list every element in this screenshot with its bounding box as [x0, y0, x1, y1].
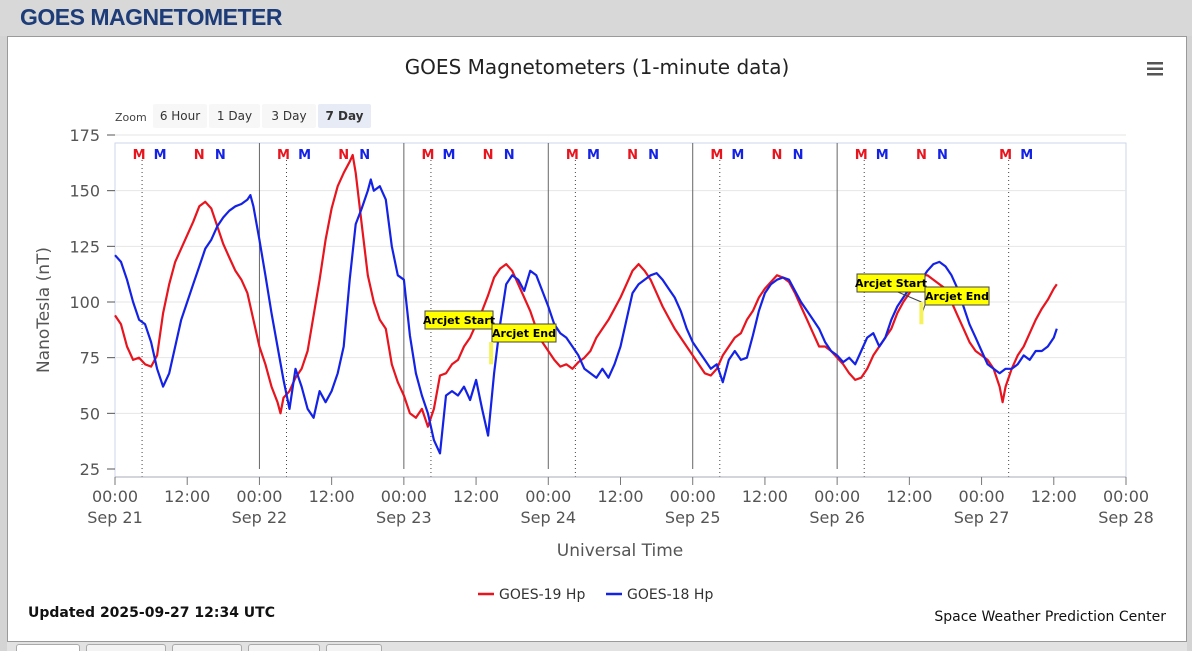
- arcjet-highlight: [489, 342, 494, 365]
- x-tick-time-label: 00:00: [381, 487, 427, 506]
- zoom-button-7-day[interactable]: 7 Day: [318, 104, 371, 128]
- x-tick-date-label: Sep 24: [520, 508, 576, 527]
- legend-label: GOES-19 Hp: [499, 587, 585, 603]
- event-marker-m: M: [731, 148, 744, 163]
- bottom-tab[interactable]: [172, 644, 242, 651]
- event-marker-n: N: [338, 148, 349, 163]
- y-tick-label: 100: [69, 293, 100, 312]
- x-tick-date-label: Sep 21: [87, 508, 143, 527]
- event-marker-n: N: [194, 148, 205, 163]
- event-marker-m: M: [1020, 148, 1033, 163]
- zoom-button-label: 7 Day: [325, 109, 363, 123]
- bottom-tab[interactable]: [326, 644, 382, 651]
- annotation-arcjet-start: Arcjet Start: [855, 273, 927, 303]
- bottom-tab[interactable]: [248, 644, 320, 651]
- plot-area: [114, 142, 1127, 478]
- x-tick-date-label: Sep 25: [665, 508, 721, 527]
- chart-title: GOES Magnetometers (1-minute data): [405, 55, 790, 79]
- event-marker-m: M: [298, 148, 311, 163]
- bottom-tab-strip: [7, 642, 1187, 651]
- page-title: GOES MAGNETOMETER: [20, 4, 283, 30]
- y-tick-label: 75: [80, 349, 100, 368]
- y-tick-label: 175: [69, 126, 100, 145]
- x-tick-date-label: Sep 23: [376, 508, 432, 527]
- x-axis-label: Universal Time: [557, 541, 683, 561]
- event-marker-m: M: [154, 148, 167, 163]
- x-tick-time-label: 00:00: [92, 487, 138, 506]
- annotation-label: Arcjet Start: [423, 314, 495, 327]
- annotation-label: Arcjet End: [925, 290, 989, 303]
- event-marker-m: M: [710, 148, 723, 163]
- annotation-arcjet-start: Arcjet Start: [423, 310, 495, 330]
- series-line-goes-19-hp: [114, 153, 1058, 428]
- x-tick-date-label: Sep 26: [809, 508, 865, 527]
- annotation-arcjet-end: Arcjet End: [490, 323, 557, 347]
- x-tick-time-label: 12:00: [597, 487, 643, 506]
- event-marker-n: N: [793, 148, 804, 163]
- zoom-button-label: 3 Day: [271, 109, 306, 123]
- zoom-button-label: 6 Hour: [160, 109, 200, 123]
- event-marker-n: N: [359, 148, 370, 163]
- y-tick-label: 125: [69, 237, 100, 256]
- event-marker-m: M: [855, 148, 868, 163]
- legend-item-goes-18-hp[interactable]: GOES-18 Hp: [606, 587, 713, 603]
- x-tick-time-label: 12:00: [453, 487, 499, 506]
- x-tick-time-label: 00:00: [814, 487, 860, 506]
- y-axis-label: NanoTesla (nT): [34, 247, 54, 373]
- event-marker-m: M: [566, 148, 579, 163]
- event-marker-n: N: [483, 148, 494, 163]
- hamburger-menu-icon[interactable]: [1140, 58, 1170, 80]
- event-marker-m: M: [421, 148, 434, 163]
- event-marker-n: N: [215, 148, 226, 163]
- y-tick-label: 25: [80, 460, 100, 479]
- x-tick-time-label: 00:00: [670, 487, 716, 506]
- event-marker-n: N: [937, 148, 948, 163]
- event-marker-m: M: [876, 148, 889, 163]
- zoom-button-1-day[interactable]: 1 Day: [209, 104, 260, 128]
- x-tick-time-label: 12:00: [164, 487, 210, 506]
- event-marker-n: N: [627, 148, 638, 163]
- y-tick-label: 150: [69, 182, 100, 201]
- x-tick-time-label: 12:00: [1031, 487, 1077, 506]
- x-tick-date-label: Sep 22: [232, 508, 288, 527]
- event-marker-m: M: [277, 148, 290, 163]
- event-marker-m: M: [999, 148, 1012, 163]
- x-tick-time-label: 00:00: [1103, 487, 1149, 506]
- page-header: GOES MAGNETOMETER: [0, 0, 1192, 36]
- bottom-tab[interactable]: [16, 644, 80, 651]
- x-tick-time-label: 00:00: [525, 487, 571, 506]
- x-tick-time-label: 12:00: [742, 487, 788, 506]
- event-marker-m: M: [587, 148, 600, 163]
- legend-item-goes-19-hp[interactable]: GOES-19 Hp: [478, 587, 585, 603]
- event-marker-m: M: [133, 148, 146, 163]
- zoom-button-3-day[interactable]: 3 Day: [262, 104, 316, 128]
- legend-label: GOES-18 Hp: [627, 587, 713, 603]
- series-line-goes-18-hp: [114, 178, 1058, 455]
- event-marker-n: N: [648, 148, 659, 163]
- annotation-arcjet-end: Arcjet End: [920, 286, 990, 316]
- x-tick-time-label: 12:00: [886, 487, 932, 506]
- updated-timestamp: Updated 2025-09-27 12:34 UTC: [28, 605, 275, 621]
- bottom-tab[interactable]: [86, 644, 166, 651]
- event-marker-n: N: [916, 148, 927, 163]
- event-marker-n: N: [772, 148, 783, 163]
- annotation-label: Arcjet End: [492, 327, 556, 340]
- x-tick-time-label: 00:00: [236, 487, 282, 506]
- zoom-button-label: 1 Day: [217, 109, 252, 123]
- arcjet-highlight: [919, 302, 924, 325]
- x-tick-time-label: 00:00: [959, 487, 1005, 506]
- x-tick-time-label: 12:00: [309, 487, 355, 506]
- x-tick-date-label: Sep 28: [1098, 508, 1154, 527]
- event-marker-m: M: [443, 148, 456, 163]
- zoom-button-6-hour[interactable]: 6 Hour: [153, 104, 207, 128]
- y-tick-label: 50: [80, 404, 100, 423]
- annotation-label: Arcjet Start: [855, 277, 927, 290]
- event-marker-n: N: [504, 148, 515, 163]
- zoom-label: Zoom: [115, 111, 147, 124]
- credit-text: Space Weather Prediction Center: [934, 609, 1166, 625]
- x-tick-date-label: Sep 27: [954, 508, 1010, 527]
